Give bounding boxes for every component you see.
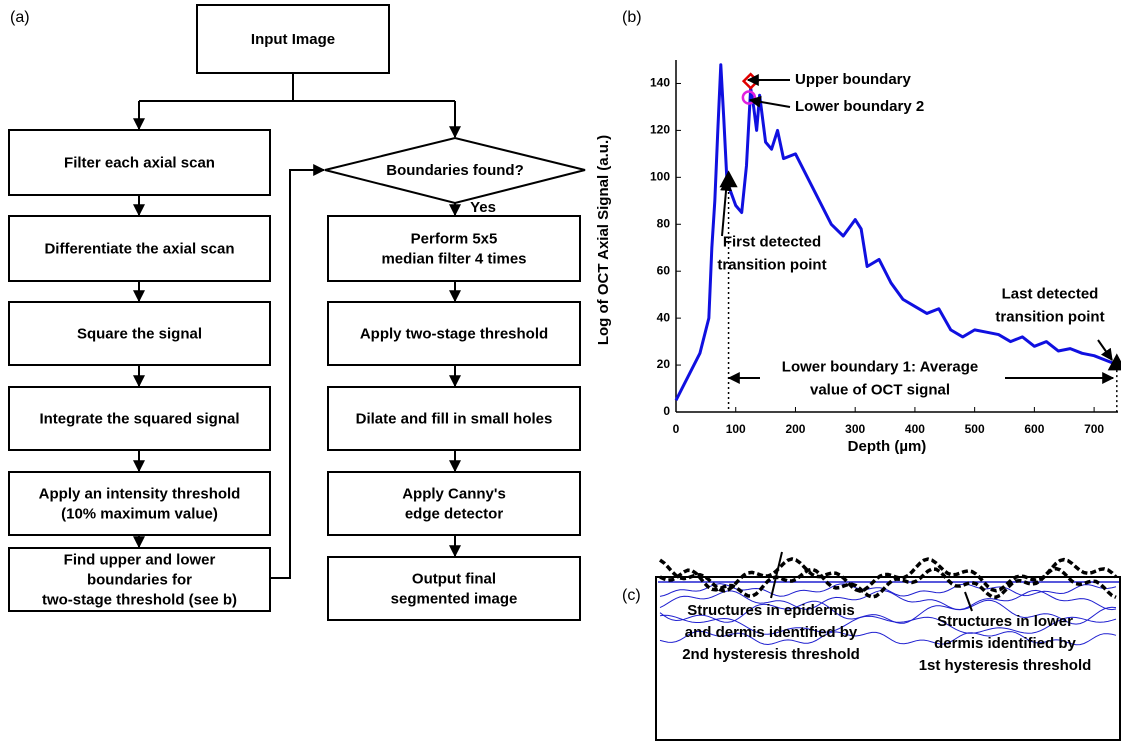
text-line: boundaries for — [87, 571, 192, 588]
y-tick-label: 140 — [650, 76, 670, 90]
y-axis-label: Log of OCT Axial Signal (a.u.) — [595, 135, 612, 345]
text-line: edge detector — [405, 505, 504, 522]
x-axis-label: Depth (µm) — [848, 438, 927, 455]
text-line: transition point — [717, 256, 826, 273]
text-line: Perform 5x5 — [411, 230, 498, 247]
text-line: 1st hysteresis threshold — [919, 657, 1092, 674]
text-line: Lower boundary 2 — [795, 98, 924, 115]
signal-line — [676, 65, 1118, 401]
text-line: Apply two-stage threshold — [360, 325, 548, 342]
x-tick-label: 200 — [785, 422, 805, 436]
text-line: 2nd hysteresis threshold — [682, 646, 860, 663]
y-tick-label: 120 — [650, 123, 670, 137]
text-line: transition point — [995, 308, 1104, 325]
x-tick-label: 300 — [845, 422, 865, 436]
y-tick-label: 80 — [657, 216, 671, 230]
process-box — [328, 216, 580, 281]
text-line: median filter 4 times — [381, 250, 526, 267]
marker — [722, 173, 736, 186]
text-line: Structures in epidermis — [687, 602, 855, 619]
process-box — [328, 472, 580, 535]
x-tick-label: 100 — [726, 422, 746, 436]
text-line: dermis identified by — [934, 635, 1076, 652]
annotation-arrow — [750, 100, 790, 107]
text-line: Integrate the squared signal — [39, 410, 239, 427]
process-box — [9, 472, 270, 535]
panel-label: (c) — [622, 587, 641, 604]
x-tick-label: 0 — [673, 422, 680, 436]
marker — [744, 74, 758, 88]
text-line: Upper boundary — [795, 71, 911, 88]
x-tick-label: 700 — [1084, 422, 1104, 436]
text-line: Boundaries found? — [386, 162, 524, 179]
y-tick-label: 20 — [657, 357, 671, 371]
annotation-arrow — [722, 180, 727, 236]
text-line: and dermis identified by — [685, 624, 858, 641]
y-tick-label: 100 — [650, 170, 670, 184]
panel-label: (a) — [10, 9, 30, 26]
text-line: Last detected — [1002, 285, 1099, 302]
text-line: value of OCT signal — [810, 381, 950, 398]
text-line: Input Image — [251, 31, 335, 48]
text-line: (10% maximum value) — [61, 505, 218, 522]
text-line: Dilate and fill in small holes — [356, 410, 553, 427]
yes-label: Yes — [470, 199, 496, 216]
text-line: two-stage threshold (see b) — [42, 591, 237, 608]
text-line: Apply an intensity threshold — [39, 485, 241, 502]
y-tick-label: 40 — [657, 310, 671, 324]
figure: (a) Yes (b) (c) Input Image Filter each a… — [0, 0, 1121, 741]
text-line: Output final — [412, 570, 496, 587]
x-tick-label: 400 — [905, 422, 925, 436]
x-tick-label: 600 — [1024, 422, 1044, 436]
text-line: Lower boundary 1: Average — [782, 358, 978, 375]
text-line: Find upper and lower — [64, 551, 216, 568]
text-line: Apply Canny's — [402, 485, 506, 502]
x-tick-label: 500 — [965, 422, 985, 436]
text-line: First detected — [723, 233, 821, 250]
y-tick-label: 60 — [657, 263, 671, 277]
text-line: Square the signal — [77, 325, 202, 342]
panel-label: (b) — [622, 9, 642, 26]
text-line: Differentiate the axial scan — [44, 240, 234, 257]
text-line: Structures in lower — [937, 613, 1073, 630]
y-tick-label: 0 — [663, 404, 670, 418]
process-box — [328, 557, 580, 620]
text-line: segmented image — [391, 590, 518, 607]
text-line: Filter each axial scan — [64, 154, 215, 171]
